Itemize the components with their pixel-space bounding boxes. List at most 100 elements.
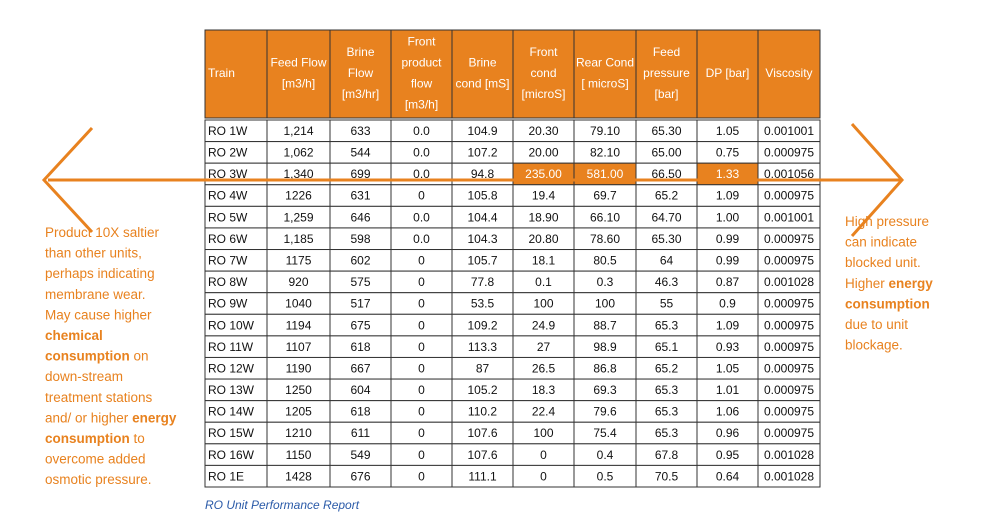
cell <box>757 464 821 488</box>
cell-text: 618 <box>350 405 370 419</box>
cell-text: 1.00 <box>716 210 740 224</box>
cell-text: 676 <box>350 469 370 483</box>
note-text: overcome added <box>45 451 146 466</box>
header-text: Feed Flow <box>270 56 326 70</box>
note-line: perhaps indicating <box>45 266 155 281</box>
note-line: Product 10X saltier <box>45 225 160 240</box>
cell-text: 0 <box>540 448 547 462</box>
cell-text: 0.95 <box>716 448 740 462</box>
cell-text: RO 14W <box>208 405 255 419</box>
note-text: to <box>130 431 145 446</box>
cell-text: RO 10W <box>208 318 255 332</box>
cell-text: 575 <box>350 275 370 289</box>
cell-text: 69.3 <box>593 383 617 397</box>
cell-text: 544 <box>350 146 370 160</box>
cell-text: 0 <box>418 405 425 419</box>
cell-text: 0.000975 <box>764 297 814 311</box>
cell-text: 65.00 <box>651 146 681 160</box>
cell-text: 0.99 <box>716 232 740 246</box>
cell-text: 0.5 <box>597 469 614 483</box>
cell-text: 64 <box>660 253 674 267</box>
cell-text: 549 <box>350 448 370 462</box>
cell-text: 67.8 <box>655 448 679 462</box>
cell-text: 0 <box>418 361 425 375</box>
cell-text: 65.2 <box>655 189 679 203</box>
cell-text: 0.93 <box>716 340 740 354</box>
note-text: can indicate <box>845 234 917 249</box>
note-emphasis: consumption <box>845 296 930 311</box>
cell-text: RO 3W <box>208 167 248 181</box>
cell-text: RO 13W <box>208 383 255 397</box>
cell-text: 0 <box>418 297 425 311</box>
note-text: and/ or higher <box>45 410 132 425</box>
note-text: Product 10X saltier <box>45 225 160 240</box>
cell-text: 633 <box>350 124 370 138</box>
cell-text: 1.09 <box>716 318 740 332</box>
cell-text: 1,062 <box>283 146 313 160</box>
cell-text: 104.9 <box>467 124 497 138</box>
cell-text: 602 <box>350 253 370 267</box>
cell-text: 0.1 <box>535 275 552 289</box>
cell-text: 1205 <box>285 405 312 419</box>
cell-text: 65.30 <box>651 232 681 246</box>
cell-text: 0 <box>418 469 425 483</box>
cell-text: 113.3 <box>468 340 497 354</box>
cell-text: 0.000975 <box>764 189 814 203</box>
cell-text: 0.96 <box>716 426 740 440</box>
note-line: blockage. <box>845 337 903 352</box>
cell-text: RO 5W <box>208 210 248 224</box>
note-line: due to unit <box>845 317 908 332</box>
cell-text: 65.30 <box>651 124 681 138</box>
cell-text: 1,259 <box>283 210 313 224</box>
note-text: blocked unit. <box>845 255 921 270</box>
note-line: consumption on <box>45 348 149 363</box>
cell-text: 105.8 <box>467 189 497 203</box>
cell-text: 0 <box>418 383 425 397</box>
cell-text: 1,214 <box>283 124 313 138</box>
cell-text: 0.0 <box>413 210 430 224</box>
cell-text: 1,185 <box>283 232 313 246</box>
cell-text: 1.06 <box>716 405 740 419</box>
cell-text: 105.2 <box>467 383 497 397</box>
header-text: Front <box>529 45 558 59</box>
cell-text: 19.4 <box>532 189 556 203</box>
note-line: consumption to <box>45 431 145 446</box>
cell-text: 1190 <box>286 361 312 375</box>
cell-text: 69.7 <box>593 189 617 203</box>
cell-text: 581.00 <box>587 167 624 181</box>
cell-text: 0 <box>418 253 425 267</box>
cell-text: 100 <box>533 426 553 440</box>
note-line: blocked unit. <box>845 255 921 270</box>
cell-text: 0.000975 <box>764 318 814 332</box>
cell-text: 646 <box>350 210 370 224</box>
note-emphasis: chemical <box>45 328 103 343</box>
cell-text: 88.7 <box>593 318 617 332</box>
cell-text: 618 <box>350 340 370 354</box>
cell-text: 65.3 <box>655 426 679 440</box>
cell-text: 94.8 <box>471 167 495 181</box>
cell-text: 65.3 <box>655 318 679 332</box>
cell-text: 0.000975 <box>764 340 814 354</box>
cell-text: 66.50 <box>651 167 681 181</box>
header-text: Viscosity <box>765 66 812 80</box>
note-line: High pressure <box>845 214 929 229</box>
cell-text: 598 <box>350 232 370 246</box>
cell-text: 79.10 <box>590 124 620 138</box>
note-text: perhaps indicating <box>45 266 155 281</box>
cell-text: 0.75 <box>716 146 740 160</box>
note-line: than other units, <box>45 245 142 260</box>
cell-text: 65.2 <box>655 361 679 375</box>
note-text: May cause higher <box>45 307 152 322</box>
note-line: treatment stations <box>45 389 153 404</box>
cell-text: 100 <box>595 297 615 311</box>
header-text: DP [bar] <box>706 66 750 80</box>
cell-text: RO 8W <box>208 275 248 289</box>
note-text: High pressure <box>845 214 929 229</box>
header-text: Feed <box>653 45 680 59</box>
note-emphasis: consumption <box>45 348 130 363</box>
cell-text: 0 <box>418 318 425 332</box>
cell-text: 1210 <box>285 426 312 440</box>
cell-text: RO 12W <box>208 361 255 375</box>
cell-text: 98.9 <box>593 340 617 354</box>
header-text: Train <box>208 66 235 80</box>
